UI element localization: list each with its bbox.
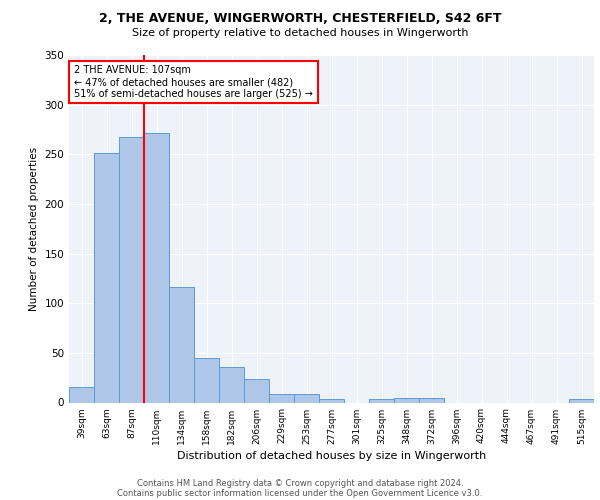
Bar bbox=[569, 398, 594, 402]
Bar bbox=[119, 138, 144, 402]
Bar bbox=[169, 288, 194, 403]
Text: 2 THE AVENUE: 107sqm
← 47% of detached houses are smaller (482)
51% of semi-deta: 2 THE AVENUE: 107sqm ← 47% of detached h… bbox=[74, 66, 313, 98]
Bar bbox=[144, 134, 169, 402]
Bar bbox=[244, 378, 269, 402]
Text: 2, THE AVENUE, WINGERWORTH, CHESTERFIELD, S42 6FT: 2, THE AVENUE, WINGERWORTH, CHESTERFIELD… bbox=[99, 12, 501, 26]
Bar bbox=[219, 367, 244, 402]
Y-axis label: Number of detached properties: Number of detached properties bbox=[29, 146, 39, 311]
Bar bbox=[94, 154, 119, 402]
Text: Contains public sector information licensed under the Open Government Licence v3: Contains public sector information licen… bbox=[118, 488, 482, 498]
Bar bbox=[194, 358, 219, 403]
Bar bbox=[394, 398, 419, 402]
Bar bbox=[269, 394, 294, 402]
Bar bbox=[69, 386, 94, 402]
Bar bbox=[319, 398, 344, 402]
Text: Contains HM Land Registry data © Crown copyright and database right 2024.: Contains HM Land Registry data © Crown c… bbox=[137, 478, 463, 488]
Bar bbox=[294, 394, 319, 402]
Bar bbox=[419, 398, 444, 402]
Text: Size of property relative to detached houses in Wingerworth: Size of property relative to detached ho… bbox=[132, 28, 468, 38]
X-axis label: Distribution of detached houses by size in Wingerworth: Distribution of detached houses by size … bbox=[177, 450, 486, 460]
Bar bbox=[369, 398, 394, 402]
